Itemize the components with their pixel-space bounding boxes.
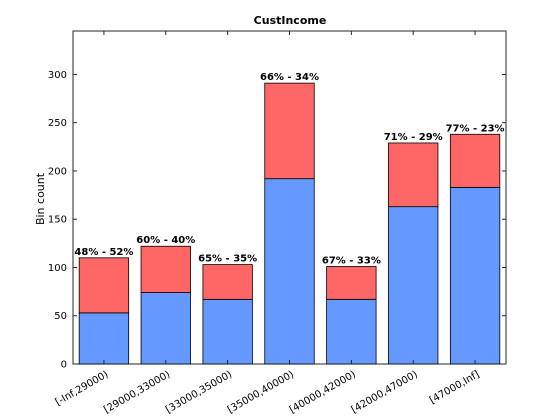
y-tick-label: 0	[61, 360, 67, 371]
bar-segment-2	[388, 142, 439, 208]
x-tick-label: [42000,47000)	[350, 369, 420, 416]
bar-segment-1	[264, 178, 315, 365]
data-label: 71% - 29%	[384, 132, 443, 143]
y-axis-label: Bin count	[34, 172, 47, 225]
bar-segment-1	[202, 298, 253, 365]
bar-segment-1	[78, 312, 130, 365]
bar-segment-1	[326, 298, 377, 365]
y-tick-label: 100	[48, 263, 67, 274]
x-tick-label: [35000,40000)	[226, 369, 296, 416]
bar-segment-2	[202, 264, 253, 300]
y-tick-label: 50	[54, 311, 67, 322]
x-tick-label: [40000,42000)	[288, 369, 358, 416]
bar-segment-1	[388, 206, 439, 365]
y-tick-label: 300	[48, 70, 67, 81]
x-tick-label: [47000,Inf]	[428, 369, 482, 406]
bar-segment-1	[140, 292, 191, 365]
data-label: 48% - 52%	[74, 247, 133, 258]
y-tick-label: 150	[48, 215, 67, 226]
bar-segment-2	[326, 266, 377, 300]
data-label: 60% - 40%	[136, 235, 195, 246]
bar-segment-2	[140, 245, 191, 293]
data-label: 77% - 23%	[446, 123, 505, 134]
bar-segment-2	[78, 257, 130, 314]
x-tick-label: [-Inf,29000)	[54, 369, 111, 408]
data-label: 65% - 35%	[198, 254, 257, 265]
bar-segment-1	[449, 186, 501, 365]
x-tick-label: [29000,33000)	[102, 369, 172, 416]
chart-title: CustIncome	[254, 14, 327, 27]
y-tick-label: 200	[48, 166, 67, 177]
bar-segment-2	[449, 133, 501, 188]
y-tick-label: 250	[48, 118, 67, 129]
data-label: 67% - 33%	[322, 256, 381, 267]
x-tick-label: [33000,35000)	[164, 369, 234, 416]
bar-segment-2	[264, 82, 315, 180]
data-label: 66% - 34%	[260, 72, 319, 83]
